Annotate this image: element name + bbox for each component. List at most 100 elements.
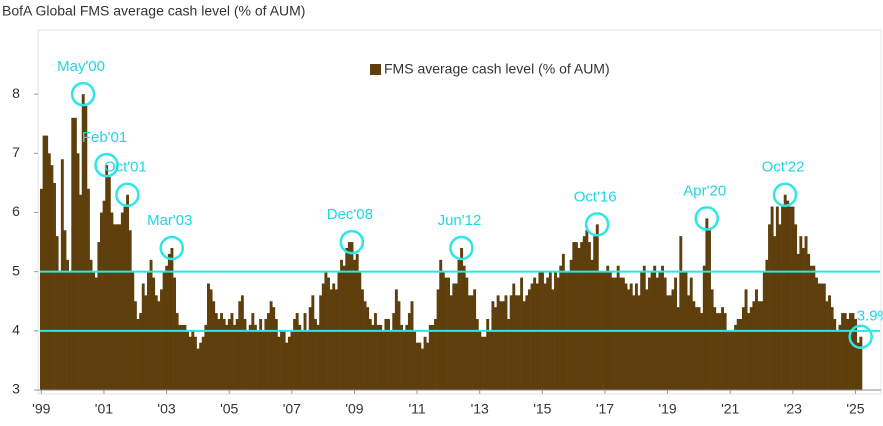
bar xyxy=(97,242,101,390)
bar xyxy=(264,319,268,390)
bar xyxy=(700,313,704,390)
bar xyxy=(710,289,714,390)
bar xyxy=(580,242,584,390)
bar xyxy=(585,230,589,390)
bar xyxy=(110,212,114,390)
bar xyxy=(478,330,482,390)
bar xyxy=(830,307,834,390)
bar xyxy=(817,283,821,390)
bar xyxy=(499,301,503,390)
y-tick-label: 5 xyxy=(12,262,20,278)
bar xyxy=(752,301,756,390)
bar xyxy=(546,277,550,390)
bar xyxy=(81,94,85,391)
y-tick-label: 8 xyxy=(12,85,20,101)
x-tick-label: '07 xyxy=(283,401,301,417)
bar xyxy=(775,206,779,390)
bar xyxy=(428,324,432,390)
bar xyxy=(400,324,404,390)
bar xyxy=(809,265,813,390)
bar xyxy=(697,307,701,390)
bar xyxy=(298,324,302,390)
bar xyxy=(374,313,377,390)
bar xyxy=(470,295,474,390)
bar xyxy=(668,295,672,390)
bar xyxy=(261,330,265,390)
annotation: Jun'12 xyxy=(438,212,482,229)
bar xyxy=(517,295,521,390)
bar xyxy=(671,289,675,390)
bar xyxy=(94,277,98,390)
bar xyxy=(397,301,401,390)
bar xyxy=(692,301,696,390)
bar xyxy=(718,313,722,390)
bar xyxy=(645,289,649,390)
bar xyxy=(259,319,263,390)
bar xyxy=(222,319,226,390)
bar xyxy=(314,319,317,390)
bar xyxy=(105,165,109,390)
bar xyxy=(520,277,524,390)
bar xyxy=(436,289,440,390)
bar xyxy=(402,330,406,390)
bar xyxy=(316,324,320,390)
bar xyxy=(773,236,777,390)
bar xyxy=(783,194,787,390)
bar xyxy=(379,324,383,390)
bar xyxy=(387,319,390,390)
bar xyxy=(233,324,237,390)
bar xyxy=(123,206,127,390)
x-tick-label: '13 xyxy=(471,401,489,417)
bar xyxy=(204,324,208,390)
bar xyxy=(799,236,803,390)
bar xyxy=(366,307,370,390)
bar xyxy=(100,212,103,390)
bar xyxy=(728,330,732,390)
bar xyxy=(494,307,497,390)
bar xyxy=(225,324,229,390)
bar xyxy=(713,307,717,390)
bar xyxy=(791,206,795,390)
bar xyxy=(256,330,260,390)
bar xyxy=(376,324,380,390)
bar xyxy=(360,289,364,390)
bar xyxy=(854,319,858,390)
bar xyxy=(418,342,422,390)
bar xyxy=(501,301,505,390)
bar xyxy=(389,330,393,390)
bar xyxy=(136,319,140,390)
bar xyxy=(253,324,257,390)
bar xyxy=(342,265,346,390)
bar xyxy=(551,289,555,390)
bar xyxy=(768,224,771,390)
bar xyxy=(154,295,158,390)
bar xyxy=(407,313,411,390)
bar xyxy=(423,336,427,390)
bar xyxy=(332,283,336,390)
bar xyxy=(160,289,163,390)
bar xyxy=(272,307,276,390)
bar xyxy=(209,289,213,390)
bar xyxy=(731,330,735,390)
bar xyxy=(687,295,691,390)
bar xyxy=(248,324,252,390)
bar xyxy=(582,236,586,390)
bar xyxy=(611,277,615,390)
bar xyxy=(561,253,565,390)
bar xyxy=(504,295,508,390)
bar xyxy=(653,265,657,390)
bar xyxy=(822,283,826,390)
bar xyxy=(175,313,179,390)
bar xyxy=(201,336,205,390)
highlight-circle xyxy=(70,81,96,107)
bar xyxy=(491,301,495,390)
bar xyxy=(139,313,143,390)
bar xyxy=(319,295,323,390)
highlight-circle xyxy=(694,206,719,231)
bar xyxy=(186,330,190,390)
bar xyxy=(705,218,709,390)
bar xyxy=(522,301,526,390)
bar xyxy=(295,313,299,390)
bar xyxy=(679,236,683,390)
bar xyxy=(290,330,294,390)
